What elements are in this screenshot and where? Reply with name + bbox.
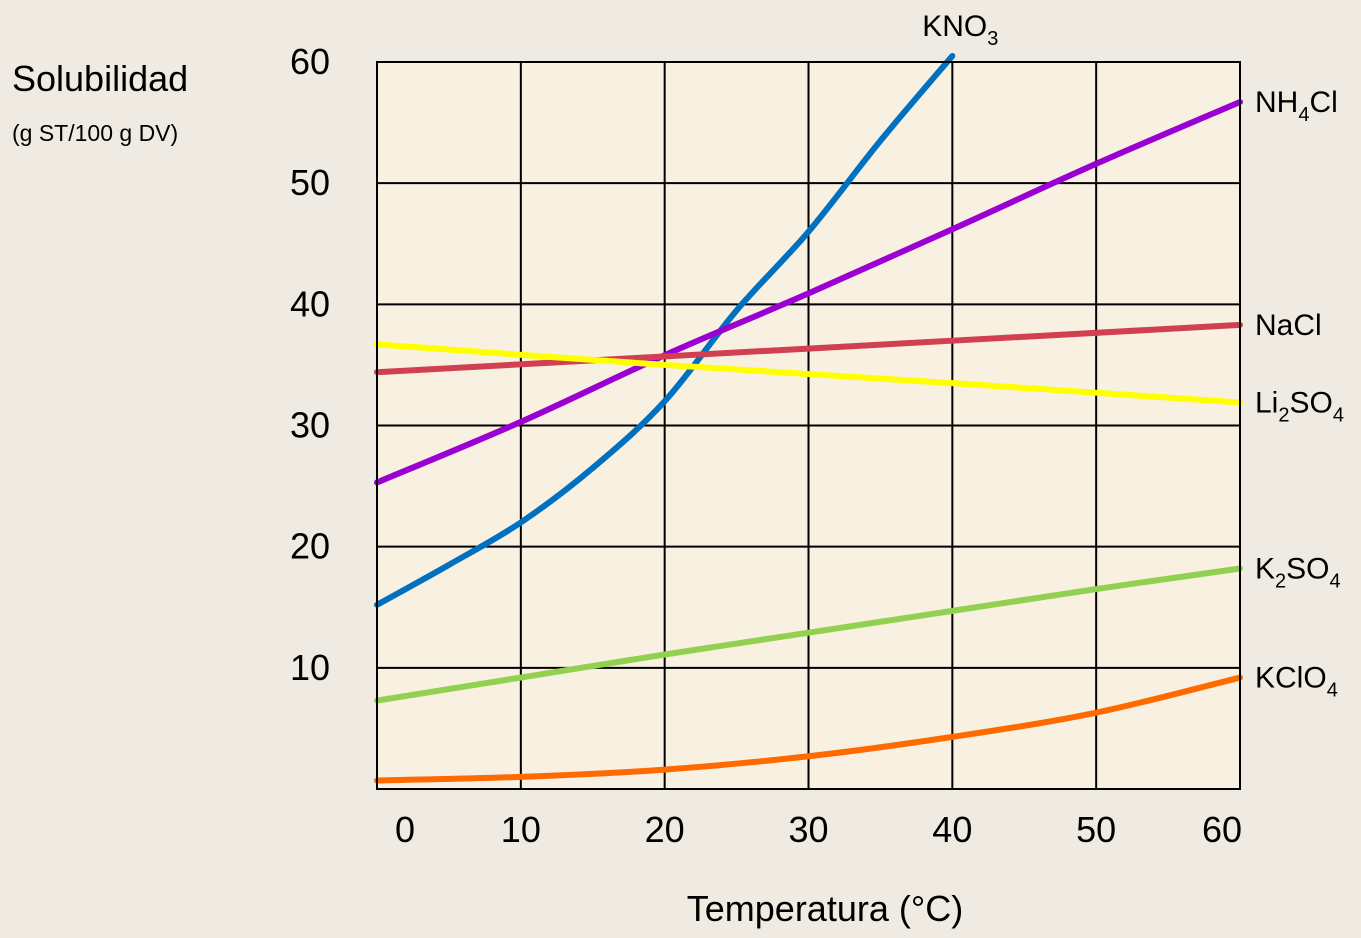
- series-label-kno3: KNO3: [922, 10, 998, 50]
- x-tick-label: 20: [645, 809, 685, 850]
- series-labels: KNO3 NH4Cl NaCl Li2SO4 K2SO4 KClO4: [922, 10, 1344, 702]
- grid-lines: [377, 62, 1240, 789]
- x-tick-label: 60: [1202, 809, 1242, 850]
- series-line-kno3: [374, 52, 956, 608]
- x-tick-label: 0: [395, 809, 415, 850]
- y-tick-label: 20: [290, 526, 330, 567]
- x-tick-label: 50: [1076, 809, 1116, 850]
- series-label-k2so4: K2SO4: [1255, 552, 1341, 592]
- plot-frame: [376, 61, 1241, 790]
- series-line-kclo4: [374, 674, 1243, 784]
- series-lines: [374, 52, 1243, 784]
- series-line-nh4cl: [374, 98, 1243, 486]
- y-tick-label: 40: [290, 283, 330, 324]
- series-label-nacl: NaCl: [1255, 309, 1322, 342]
- tick-labels: 0 10 20 30 40 50 60 10 20 30 40 50 60: [290, 41, 1242, 850]
- x-tick-label: 10: [501, 809, 541, 850]
- x-tick-label: 40: [932, 809, 972, 850]
- series-line-li2so4: [374, 341, 1243, 406]
- y-axis-title: Solubilidad: [12, 58, 189, 99]
- series-line-k2so4: [374, 565, 1243, 704]
- y-tick-label: 30: [290, 405, 330, 446]
- y-tick-label: 60: [290, 41, 330, 82]
- x-tick-label: 30: [788, 809, 828, 850]
- series-label-li2so4: Li2SO4: [1255, 386, 1344, 426]
- series-label-nh4cl: NH4Cl: [1255, 86, 1338, 126]
- series-line-nacl: [374, 321, 1243, 376]
- y-axis-unit: (g ST/100 g DV): [12, 120, 179, 146]
- x-axis-title: Temperatura (°C): [686, 888, 964, 929]
- y-tick-label: 10: [290, 647, 330, 688]
- y-tick-label: 50: [290, 162, 330, 203]
- series-label-kclo4: KClO4: [1255, 662, 1338, 702]
